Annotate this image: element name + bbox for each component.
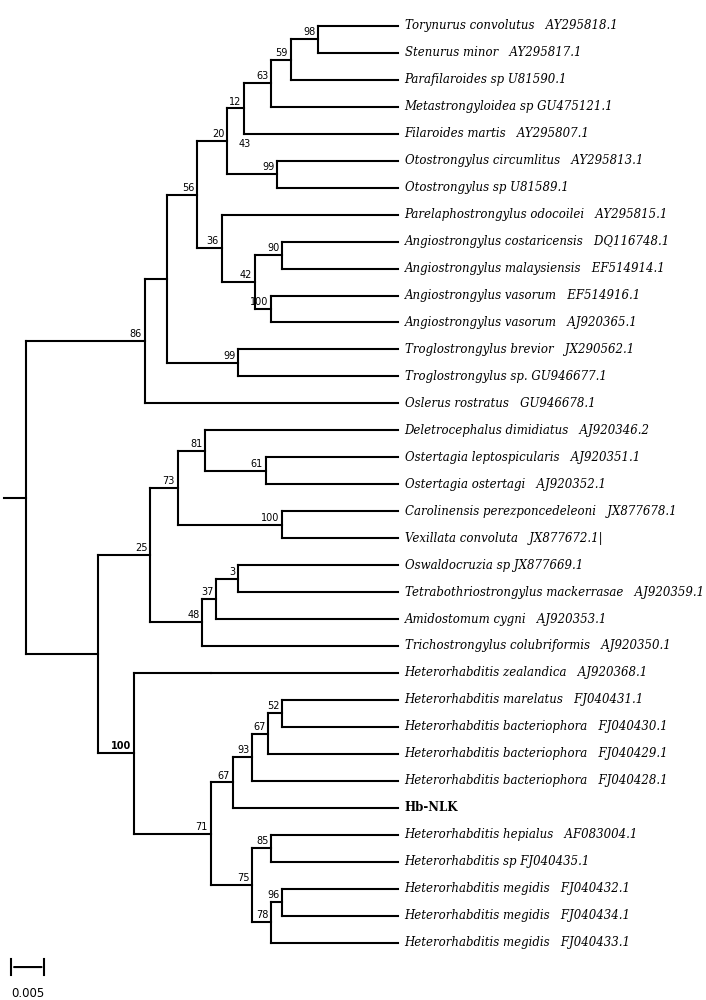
Text: 75: 75 (237, 873, 249, 883)
Text: 100: 100 (261, 513, 280, 523)
Text: Heterorhabditis bacteriophora   FJ040428.1: Heterorhabditis bacteriophora FJ040428.1 (405, 774, 668, 787)
Text: 12: 12 (229, 97, 241, 107)
Text: 99: 99 (263, 162, 275, 172)
Text: 98: 98 (303, 27, 316, 37)
Text: Heterorhabditis hepialus   AF083004.1: Heterorhabditis hepialus AF083004.1 (405, 828, 638, 841)
Text: Stenurus minor   AY295817.1: Stenurus minor AY295817.1 (405, 46, 581, 59)
Text: 61: 61 (251, 459, 263, 469)
Text: Oslerus rostratus   GU946678.1: Oslerus rostratus GU946678.1 (405, 397, 595, 410)
Text: 73: 73 (162, 476, 175, 486)
Text: Troglostrongylus brevior   JX290562.1: Troglostrongylus brevior JX290562.1 (405, 343, 634, 356)
Text: Heterorhabditis megidis   FJ040433.1: Heterorhabditis megidis FJ040433.1 (405, 936, 630, 949)
Text: Heterorhabditis bacteriophora   FJ040429.1: Heterorhabditis bacteriophora FJ040429.1 (405, 747, 668, 760)
Text: Heterorhabditis sp FJ040435.1: Heterorhabditis sp FJ040435.1 (405, 855, 590, 868)
Text: Amidostomum cygni   AJ920353.1: Amidostomum cygni AJ920353.1 (405, 613, 607, 626)
Text: Vexillata convoluta   JX877672.1|: Vexillata convoluta JX877672.1| (405, 532, 602, 545)
Text: Heterorhabditis bacteriophora   FJ040430.1: Heterorhabditis bacteriophora FJ040430.1 (405, 720, 668, 733)
Text: 52: 52 (267, 701, 280, 711)
Text: Angiostrongylus vasorum   AJ920365.1: Angiostrongylus vasorum AJ920365.1 (405, 316, 638, 329)
Text: 93: 93 (237, 745, 249, 755)
Text: 67: 67 (217, 771, 230, 781)
Text: Torynurus convolutus   AY295818.1: Torynurus convolutus AY295818.1 (405, 19, 617, 32)
Text: 63: 63 (256, 71, 268, 81)
Text: Heterorhabditis zealandica   AJ920368.1: Heterorhabditis zealandica AJ920368.1 (405, 666, 648, 679)
Text: 56: 56 (181, 183, 194, 193)
Text: 100: 100 (250, 297, 268, 307)
Text: 36: 36 (207, 236, 219, 246)
Text: 78: 78 (256, 910, 268, 920)
Text: 71: 71 (196, 822, 208, 832)
Text: Parelaphostrongylus odocoilei   AY295815.1: Parelaphostrongylus odocoilei AY295815.1 (405, 208, 668, 221)
Text: 85: 85 (256, 836, 268, 846)
Text: Deletrocephalus dimidiatus   AJ920346.2: Deletrocephalus dimidiatus AJ920346.2 (405, 424, 650, 437)
Text: Angiostrongylus malaysiensis   EF514914.1: Angiostrongylus malaysiensis EF514914.1 (405, 262, 665, 275)
Text: 42: 42 (239, 270, 252, 280)
Text: 99: 99 (223, 351, 235, 361)
Text: 67: 67 (253, 722, 265, 732)
Text: 90: 90 (268, 243, 280, 253)
Text: 100: 100 (111, 741, 131, 751)
Text: 3: 3 (229, 567, 235, 577)
Text: Metastrongyloidea sp GU475121.1: Metastrongyloidea sp GU475121.1 (405, 100, 613, 113)
Text: Otostrongylus circumlitus   AY295813.1: Otostrongylus circumlitus AY295813.1 (405, 154, 643, 167)
Text: 37: 37 (201, 587, 213, 597)
Text: Carolinensis perezponcedeleoni   JX877678.1: Carolinensis perezponcedeleoni JX877678.… (405, 505, 676, 518)
Text: 25: 25 (135, 543, 148, 553)
Text: Ostertagia ostertagi   AJ920352.1: Ostertagia ostertagi AJ920352.1 (405, 478, 606, 491)
Text: Otostrongylus sp U81589.1: Otostrongylus sp U81589.1 (405, 181, 568, 194)
Text: Filaroides martis   AY295807.1: Filaroides martis AY295807.1 (405, 127, 590, 140)
Text: Trichostrongylus colubriformis   AJ920350.1: Trichostrongylus colubriformis AJ920350.… (405, 639, 670, 652)
Text: Tetrabothriostrongylus mackerrasae   AJ920359.1: Tetrabothriostrongylus mackerrasae AJ920… (405, 586, 704, 599)
Text: 20: 20 (212, 129, 225, 139)
Text: Heterorhabditis marelatus   FJ040431.1: Heterorhabditis marelatus FJ040431.1 (405, 693, 644, 706)
Text: 59: 59 (275, 48, 288, 58)
Text: Heterorhabditis megidis   FJ040434.1: Heterorhabditis megidis FJ040434.1 (405, 909, 630, 922)
Text: 43: 43 (238, 139, 251, 149)
Text: 96: 96 (268, 890, 280, 900)
Text: 81: 81 (190, 439, 203, 449)
Text: Angiostrongylus vasorum   EF514916.1: Angiostrongylus vasorum EF514916.1 (405, 289, 641, 302)
Text: 86: 86 (130, 329, 142, 339)
Text: 0.005: 0.005 (11, 987, 44, 1000)
Text: Troglostrongylus sp. GU946677.1: Troglostrongylus sp. GU946677.1 (405, 370, 606, 383)
Text: Hb-NLK: Hb-NLK (405, 801, 458, 814)
Text: Parafilaroides sp U81590.1: Parafilaroides sp U81590.1 (405, 73, 567, 86)
Text: Heterorhabditis megidis   FJ040432.1: Heterorhabditis megidis FJ040432.1 (405, 882, 630, 895)
Text: Oswaldocruzia sp JX877669.1: Oswaldocruzia sp JX877669.1 (405, 559, 582, 572)
Text: 48: 48 (187, 610, 200, 620)
Text: Angiostrongylus costaricensis   DQ116748.1: Angiostrongylus costaricensis DQ116748.1 (405, 235, 670, 248)
Text: Ostertagia leptospicularis   AJ920351.1: Ostertagia leptospicularis AJ920351.1 (405, 451, 640, 464)
